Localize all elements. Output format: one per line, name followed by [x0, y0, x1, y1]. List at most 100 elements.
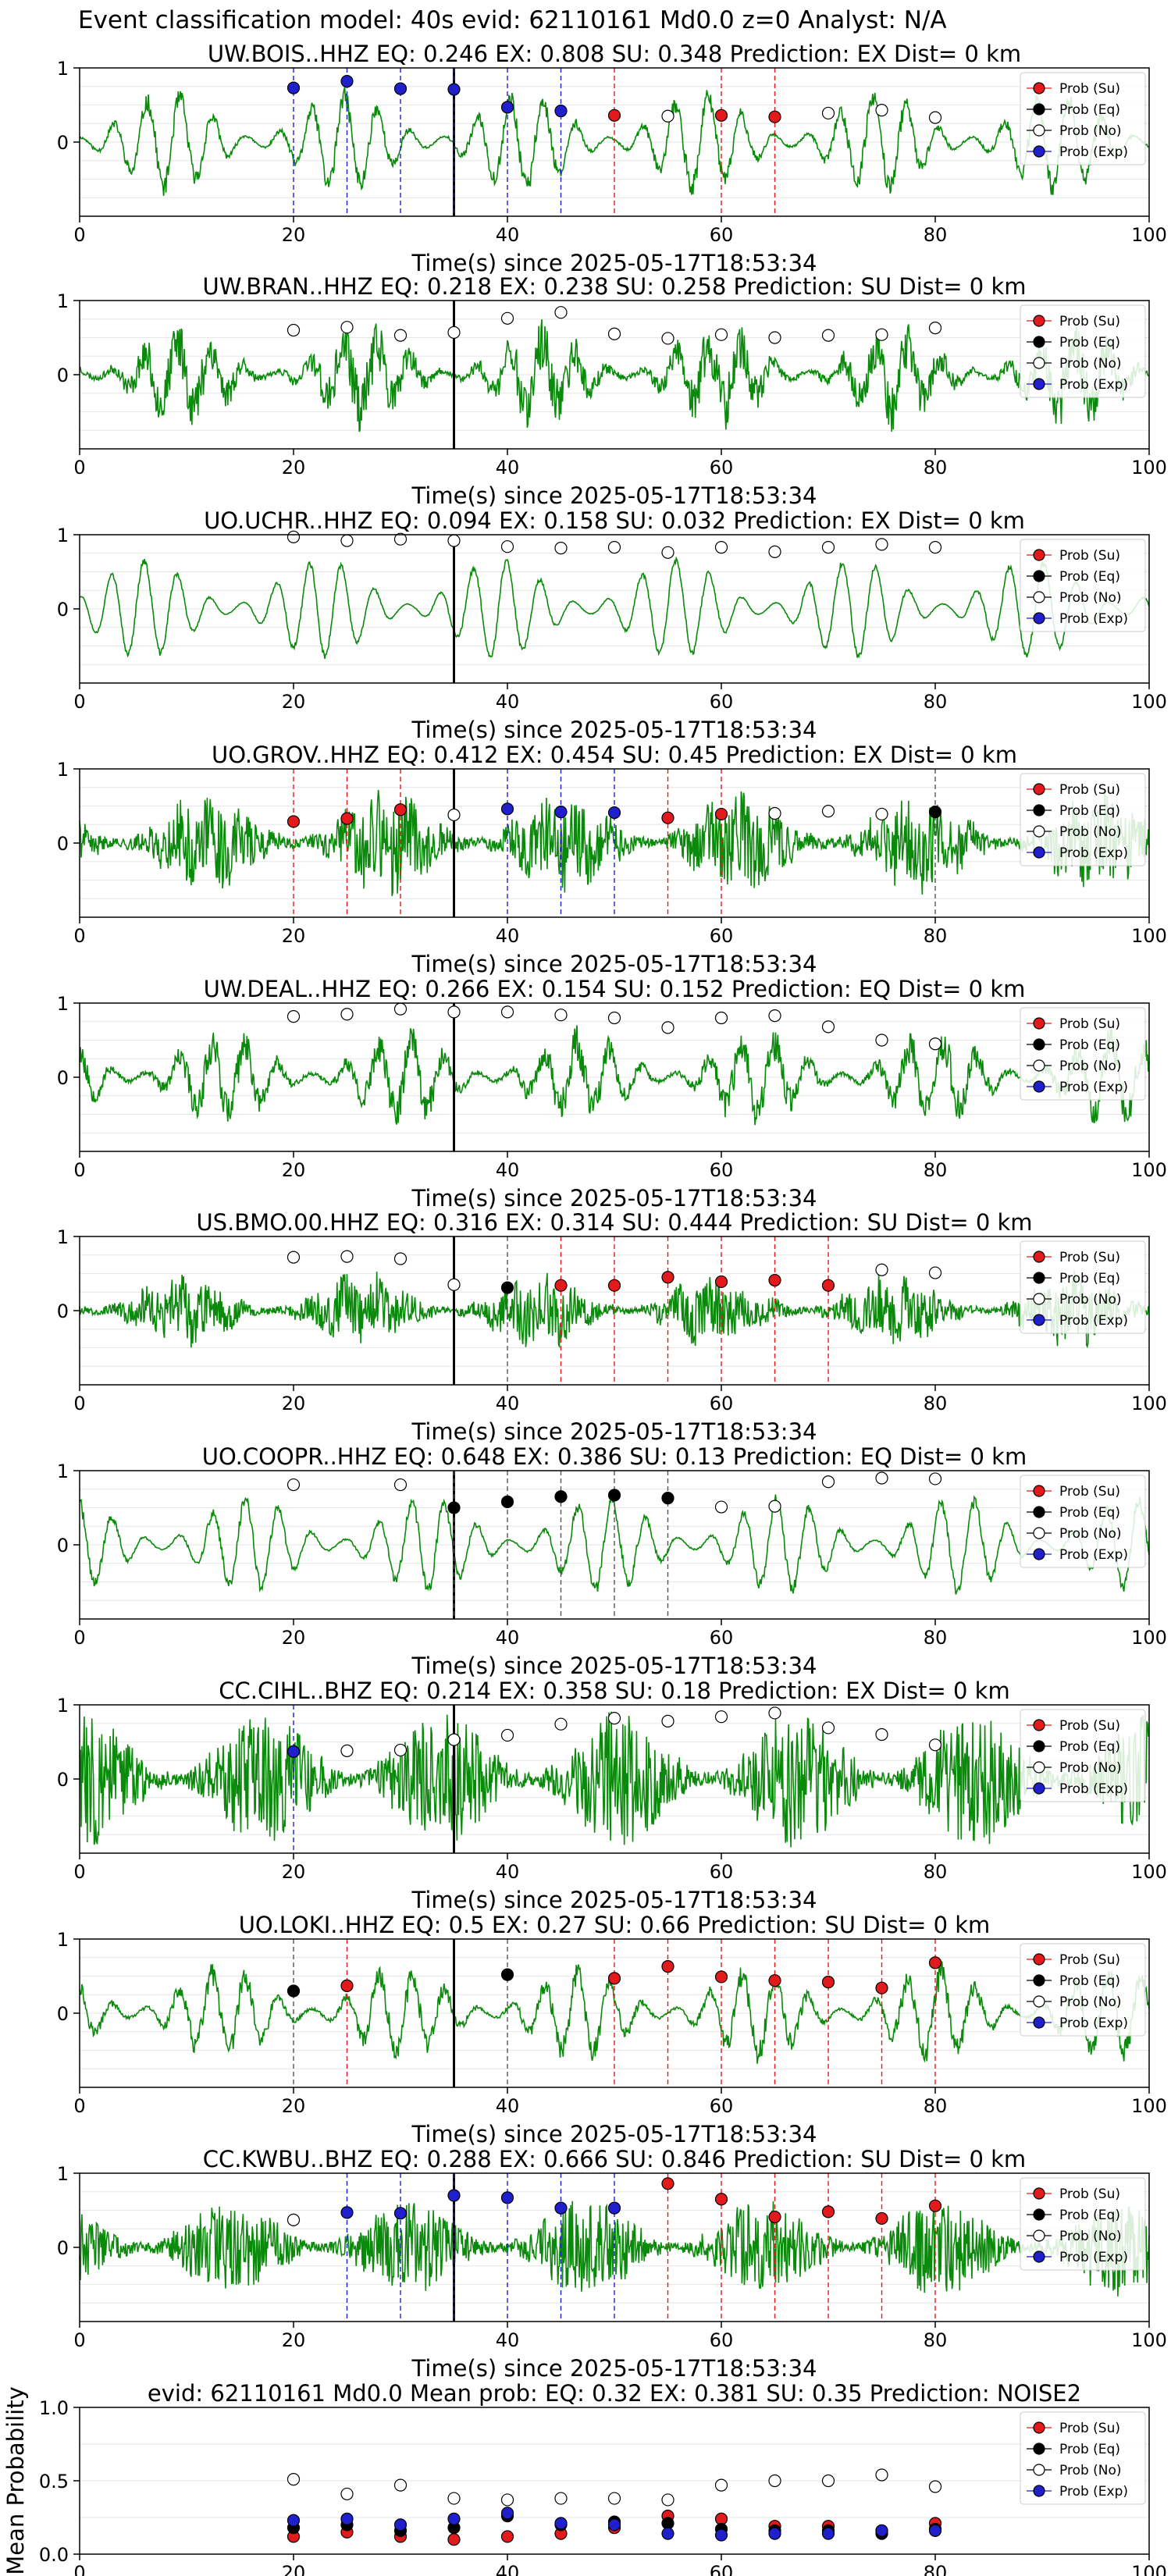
prob-point-no: [447, 1278, 461, 1291]
prob-point-no: [661, 546, 674, 559]
x-tick-label: 0: [73, 2329, 85, 2351]
x-tick-label: 80: [924, 1861, 948, 1883]
mean-point-no: [500, 2493, 514, 2507]
legend-label: Prob (Eq): [1059, 569, 1120, 585]
chart-panel-5: US.BMO.00.HHZ EQ: 0.316 EX: 0.314 SU: 0.…: [57, 1209, 1167, 1445]
y-axis-label: Mean Probability: [2, 2386, 29, 2575]
x-axis-label: Time(s) since 2025-05-17T18:53:34: [411, 1418, 817, 1445]
legend-box: [1020, 1475, 1146, 1568]
prob-point-su: [714, 807, 728, 821]
y-tick-label: 1: [57, 1929, 69, 1951]
x-tick-label: 60: [710, 457, 734, 479]
mean-point-exp: [714, 2528, 728, 2542]
x-tick-label: 100: [1131, 224, 1167, 246]
prob-point-eq: [661, 1492, 674, 1505]
prob-point-su: [768, 110, 781, 123]
prob-point-no: [554, 1717, 568, 1731]
prob-point-no: [393, 1252, 408, 1265]
y-tick-label: 0.5: [39, 2471, 69, 2492]
legend-label: Prob (Exp): [1059, 144, 1128, 160]
legend-marker-eq: [1033, 336, 1045, 348]
y-tick-label: 1: [57, 993, 69, 1015]
chart-panel-4: UW.DEAL..HHZ EQ: 0.266 EX: 0.154 SU: 0.1…: [57, 976, 1167, 1212]
prob-point-exp: [340, 2206, 354, 2219]
x-tick-label: 60: [710, 1393, 734, 1414]
prob-point-exp: [447, 83, 461, 96]
x-tick-label: 100: [1131, 925, 1167, 947]
mean-point-no: [287, 2473, 301, 2486]
x-tick-label: 0: [73, 2095, 85, 2117]
y-tick-label: 0: [57, 1769, 69, 1791]
legend: Prob (Su) Prob (Eq) Prob (No) Prob (Exp): [1020, 1240, 1146, 1334]
legend-label: Prob (Eq): [1059, 2208, 1120, 2223]
prob-point-no: [661, 109, 674, 123]
x-tick-label: 40: [496, 224, 520, 246]
legend-label: Prob (Eq): [1059, 803, 1120, 819]
prob-point-no: [287, 2213, 301, 2226]
prob-point-eq: [287, 1984, 301, 1998]
prob-point-su: [714, 2193, 728, 2206]
chart-panel-10: evid: 62110161 Md0.0 Mean prob: EQ: 0.32…: [2, 2380, 1167, 2576]
legend-marker-no: [1033, 1995, 1045, 2008]
mean-point-no: [768, 2474, 781, 2488]
prob-point-su: [661, 811, 674, 824]
legend-label: Prob (Exp): [1059, 1547, 1128, 1563]
legend-label: Prob (Eq): [1059, 1973, 1120, 1989]
prob-point-su: [821, 1279, 835, 1292]
x-tick-label: 0: [73, 1627, 85, 1649]
prob-point-no: [928, 1266, 942, 1279]
x-axis-label: Time(s) since 2025-05-17T18:53:34: [411, 717, 817, 743]
legend-marker-exp: [1033, 1314, 1045, 1326]
mean-point-no: [928, 2480, 942, 2493]
legend-marker-su: [1033, 2187, 1045, 2200]
prob-point-no: [821, 106, 835, 120]
chart-panel-8: UO.LOKI..HHZ EQ: 0.5 EX: 0.27 SU: 0.66 P…: [57, 1912, 1167, 2147]
legend-marker-no: [1033, 357, 1045, 369]
prob-point-no: [821, 329, 835, 342]
chart-title: US.BMO.00.HHZ EQ: 0.316 EX: 0.314 SU: 0.…: [196, 1209, 1032, 1236]
legend-marker-su: [1033, 1017, 1045, 1030]
prob-point-no: [661, 1021, 674, 1034]
mean-point-su: [447, 2533, 461, 2546]
prob-point-no: [714, 1710, 728, 1724]
chart-title: evid: 62110161 Md0.0 Mean prob: EQ: 0.32…: [148, 2380, 1081, 2407]
legend-marker-no: [1033, 825, 1045, 838]
prob-point-no: [875, 1263, 888, 1276]
waveform-line: [79, 1270, 1150, 1349]
legend-label: Prob (No): [1059, 1059, 1122, 1074]
prob-point-eq: [928, 805, 942, 819]
y-tick-label: 0: [57, 833, 69, 855]
mean-point-exp: [661, 2527, 674, 2540]
x-tick-label: 20: [282, 224, 306, 246]
prob-point-no: [447, 1005, 461, 1019]
x-tick-label: 0: [73, 925, 85, 947]
legend-marker-no: [1033, 2229, 1045, 2242]
prob-point-su: [661, 2177, 674, 2190]
waveform-line: [79, 1711, 1150, 1848]
legend-marker-no: [1033, 2464, 1045, 2476]
x-tick-label: 60: [710, 1861, 734, 1883]
x-axis-label: Time(s) since 2025-05-17T18:53:34: [411, 951, 817, 977]
legend: Prob (Su) Prob (Eq) Prob (No) Prob (Exp): [1020, 2177, 1146, 2271]
legend-marker-su: [1033, 1485, 1045, 1497]
prob-point-exp: [554, 805, 568, 819]
x-axis-label: Time(s) since 2025-05-17T18:53:34: [411, 2121, 817, 2147]
legend-label: Prob (Su): [1059, 314, 1120, 329]
legend-marker-exp: [1033, 2485, 1045, 2497]
legend-label: Prob (Eq): [1059, 2442, 1120, 2457]
x-tick-label: 60: [710, 691, 734, 713]
chart-panel-9: CC.KWBU..BHZ EQ: 0.288 EX: 0.666 SU: 0.8…: [57, 2146, 1167, 2382]
prob-point-exp: [554, 105, 568, 118]
prob-point-no: [287, 1251, 301, 1264]
prob-point-no: [287, 323, 301, 337]
legend-label: Prob (Exp): [1059, 1781, 1128, 1797]
legend-box: [1020, 1943, 1146, 2037]
prob-point-no: [287, 1478, 301, 1492]
legend-label: Prob (Exp): [1059, 1313, 1128, 1329]
legend-marker-su: [1033, 2421, 1045, 2434]
x-tick-label: 80: [924, 1393, 948, 1414]
legend-marker-su: [1033, 1719, 1045, 1731]
legend: Prob (Su) Prob (Eq) Prob (No) Prob (Exp): [1020, 1475, 1146, 1568]
legend-box: [1020, 539, 1146, 632]
legend-label: Prob (Eq): [1059, 1739, 1120, 1755]
